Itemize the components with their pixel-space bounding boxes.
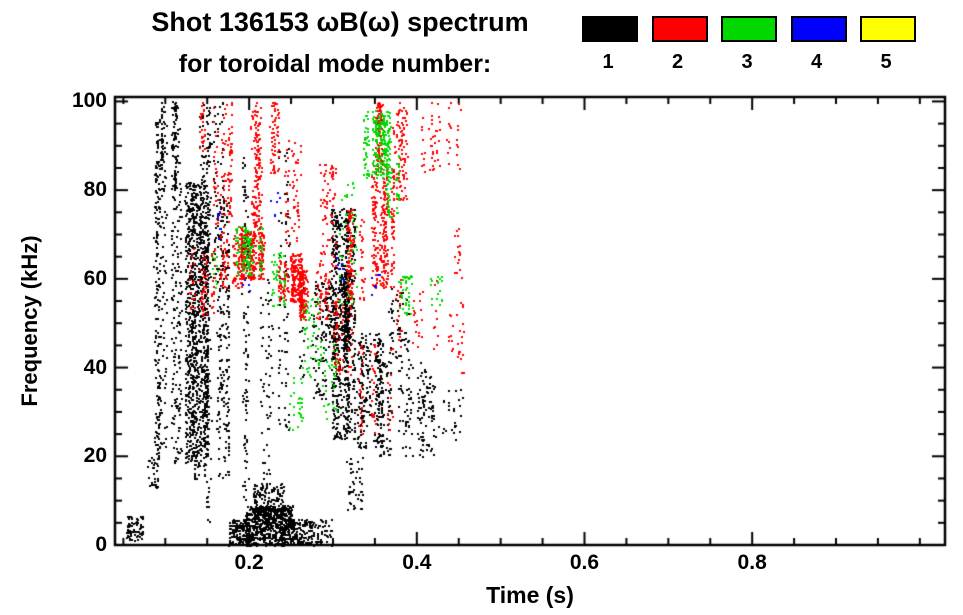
x-tick-label: 0.8 [737,551,767,574]
legend-swatch-mode-4 [790,16,847,42]
y-tick-label: 40 [83,355,107,379]
y-axis-label: Frequency (kHz) [17,235,42,407]
legend-label-mode-2: 2 [671,51,684,73]
y-tick-label: 0 [95,533,107,556]
x-axis-label: Time (s) [486,582,574,608]
legend-label-mode-3: 3 [741,51,753,73]
y-tick-label: 80 [83,178,107,202]
legend-label-mode-4: 4 [810,51,823,73]
x-tick-label: 0.4 [402,551,432,574]
y-tick-label: 60 [83,266,107,290]
legend-swatch-mode-1 [582,16,638,42]
legend-label-mode-5: 5 [880,51,892,73]
x-tick-label: 0.6 [569,551,600,574]
x-tick-label: 0.2 [234,551,264,574]
legend-swatch-mode-5 [860,16,916,42]
legend-label-mode-1: 1 [602,51,614,73]
legend-swatch-mode-3 [721,16,777,42]
legend-swatch-mode-2 [651,16,708,42]
chart-subtitle: for toroidal mode number: [178,50,492,78]
chart-title: Shot 136153 ωB(ω) spectrum [151,7,529,37]
y-tick-label: 20 [83,444,107,468]
y-tick-label: 100 [71,89,107,113]
